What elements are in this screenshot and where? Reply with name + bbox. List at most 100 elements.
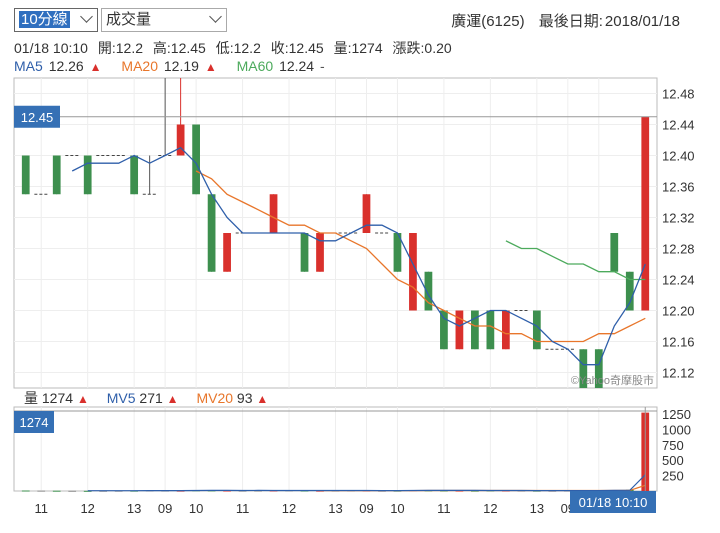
ma5-line: [71, 146, 646, 366]
x-tick-label: 12: [483, 501, 497, 516]
stock-name: 廣運(6125): [451, 13, 525, 30]
up-arrow-icon: ▲: [166, 392, 179, 406]
vol-label: 量: [24, 390, 38, 406]
volume-bar: [223, 490, 231, 492]
mv5-label: MV5: [106, 390, 136, 406]
candle-body: [594, 349, 603, 388]
quote-close: 收:12.45: [270, 40, 324, 56]
candle-body: [455, 310, 464, 350]
candle-body: [409, 233, 417, 311]
volume-tag-box: [14, 411, 54, 433]
quote-info: 01/18 10:10 開:12.2 高:12.45 低:12.2 收:12.4…: [14, 38, 458, 58]
x-tick-label: 09: [359, 501, 373, 516]
candle-body: [532, 310, 541, 350]
ma5-label: MA5: [14, 58, 43, 74]
x-tick-label: 13: [530, 501, 544, 516]
vol-value: 1274: [41, 390, 74, 406]
price-tick-label: 12.20: [662, 304, 695, 319]
candle-body: [52, 155, 61, 195]
candle-body: [424, 271, 433, 311]
volume-tick-label: 250: [662, 469, 684, 484]
ma20-line: [195, 170, 646, 343]
volume-tick-label: 750: [662, 438, 684, 453]
ma60-label: MA60: [236, 58, 274, 74]
ma60-value: 12.24: [279, 58, 315, 74]
candle-body: [207, 194, 216, 272]
interval-select-value: 10分線: [19, 11, 70, 28]
up-arrow-icon: ▲: [204, 60, 217, 74]
volume-bar: [471, 490, 479, 492]
volume-bar: [68, 490, 77, 492]
volume-tick-label: 1000: [662, 422, 691, 437]
stock-header: 廣運(6125) 最後日期: 2018/01/18: [441, 10, 680, 31]
candle-body: [362, 194, 371, 233]
quote-volume: 量:1274: [333, 40, 383, 56]
x-tick-label: 11: [236, 501, 250, 516]
price-tick-label: 12.44: [662, 118, 695, 133]
volume-bar: [254, 490, 262, 492]
candle-body: [579, 349, 588, 388]
price-tag: 12.45: [21, 110, 54, 125]
candle-body: [130, 155, 139, 195]
volume-bar: [83, 490, 92, 492]
up-arrow-icon: ▲: [256, 392, 269, 406]
candle-body: [269, 194, 278, 233]
indicator-select-value: 成交量: [106, 11, 152, 28]
candle-body: [21, 155, 30, 195]
up-arrow-icon: ▲: [76, 392, 89, 406]
ma-legend: MA5 12.26 ▲ MA20 12.19 ▲ MA60 12.24 -: [14, 58, 327, 74]
candle-body: [223, 233, 231, 272]
quote-open: 開:12.2: [97, 40, 143, 56]
x-tick-label: 11: [437, 501, 451, 516]
indicator-select[interactable]: 成交量: [101, 8, 227, 32]
candle-body: [176, 124, 185, 156]
x-tick-label: 13: [328, 501, 342, 516]
candle-body: [501, 310, 510, 350]
time-tag-box: [570, 491, 656, 513]
ma20-label: MA20: [121, 58, 158, 74]
x-tick-label: 10: [189, 501, 203, 516]
quote-low: 低:12.2: [215, 40, 261, 56]
x-tick-label: 11: [34, 501, 48, 516]
ma5-value: 12.26: [48, 58, 84, 74]
price-tick-label: 12.24: [662, 273, 695, 288]
ma60-line: [505, 240, 646, 281]
volume-tag: 1274: [20, 415, 49, 430]
candle-body: [192, 124, 200, 195]
price-tick-label: 12.16: [662, 335, 695, 350]
candle-body: [471, 310, 479, 350]
mv20-label: MV20: [196, 390, 234, 406]
x-tick-label: 09: [158, 501, 172, 516]
candle-body: [83, 155, 92, 195]
last-date: 2018/01/18: [604, 13, 680, 30]
x-tick-label: 10: [390, 501, 404, 516]
quote-high: 高:12.45: [152, 40, 206, 56]
ma20-value: 12.19: [163, 58, 199, 74]
volume-bar: [238, 490, 247, 492]
quote-datetime: 01/18 10:10: [14, 40, 88, 56]
last-date-label: 最後日期:: [538, 13, 603, 30]
candle-body: [625, 271, 634, 311]
mv20-value: 93: [236, 390, 253, 406]
volume-bar: [37, 490, 46, 492]
mv5-line: [87, 474, 646, 492]
time-tag: 01/18 10:10: [579, 495, 648, 510]
price-tick-label: 12.40: [662, 149, 695, 164]
price-tag-box: [14, 105, 60, 128]
up-arrow-icon: ▲: [89, 60, 102, 74]
price-tick-label: 12.36: [662, 180, 695, 195]
x-tick-label: 13: [127, 501, 141, 516]
interval-select[interactable]: 10分線: [14, 8, 98, 32]
candle-body: [393, 233, 402, 272]
quote-change: 漲跌:0.20: [392, 40, 452, 56]
price-tick-label: 12.12: [662, 366, 695, 381]
price-tick-label: 12.28: [662, 242, 695, 257]
candle-body: [641, 116, 650, 311]
volume-legend: 量 1274 ▲ MV5 271 ▲ MV20 93 ▲: [24, 388, 268, 408]
volume-bar: [21, 490, 30, 492]
candle-body: [440, 310, 448, 350]
price-tick-label: 12.48: [662, 87, 695, 102]
volume-bar: [52, 490, 61, 492]
candle-body: [486, 310, 495, 350]
